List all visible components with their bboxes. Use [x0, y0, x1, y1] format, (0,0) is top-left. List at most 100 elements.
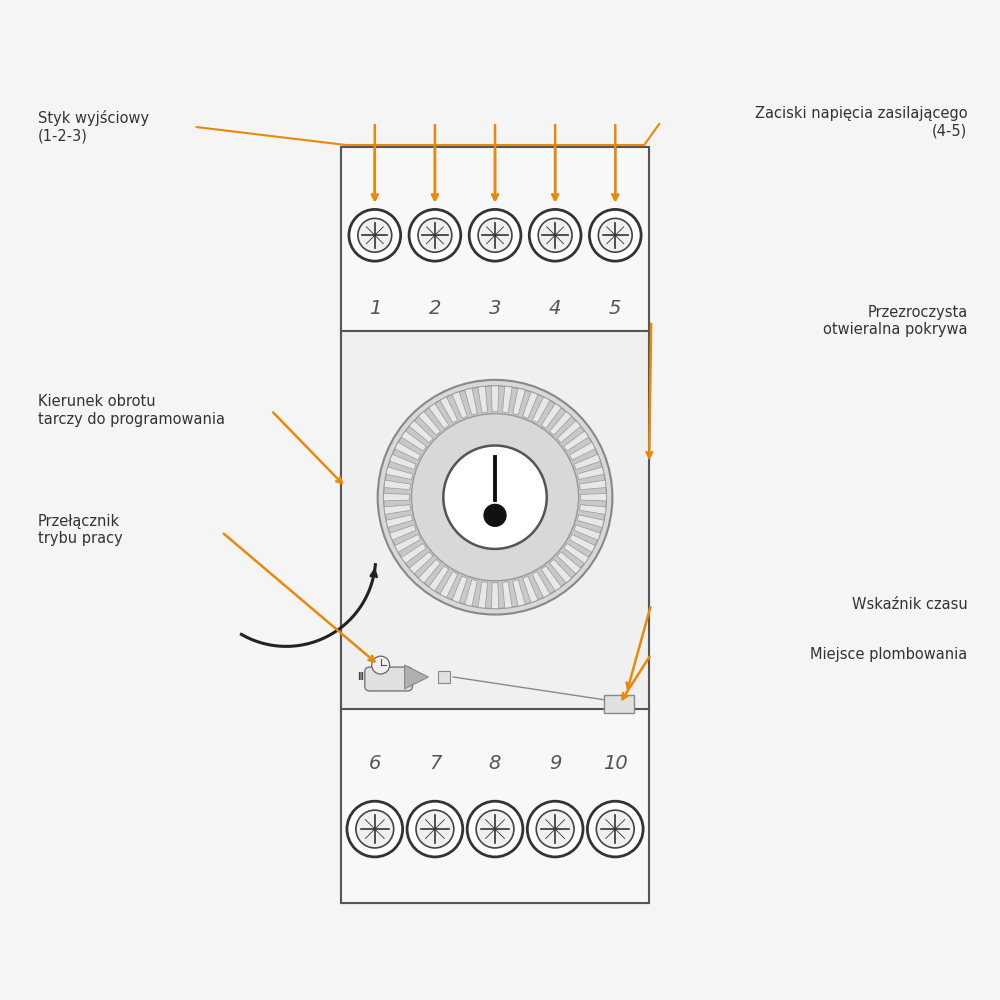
- Text: Styk wyjściowy
(1-2-3): Styk wyjściowy (1-2-3): [38, 110, 149, 144]
- Text: 2: 2: [429, 299, 441, 318]
- Text: Kierunek obrotu
tarczy do programowania: Kierunek obrotu tarczy do programowania: [38, 394, 225, 427]
- Circle shape: [407, 801, 463, 857]
- Text: Przezroczysta
otwieralna pokrywa: Przezroczysta otwieralna pokrywa: [823, 305, 967, 337]
- Polygon shape: [429, 566, 449, 591]
- Polygon shape: [569, 442, 595, 460]
- Text: II: II: [357, 672, 364, 682]
- Circle shape: [356, 810, 394, 848]
- Polygon shape: [574, 525, 600, 540]
- Polygon shape: [429, 404, 449, 428]
- Polygon shape: [478, 582, 488, 608]
- Circle shape: [527, 801, 583, 857]
- Text: 7: 7: [429, 754, 441, 773]
- Bar: [604, 695, 634, 713]
- Polygon shape: [541, 566, 561, 591]
- Polygon shape: [523, 392, 538, 418]
- Text: 3: 3: [489, 299, 501, 318]
- Circle shape: [349, 209, 401, 261]
- Text: 4: 4: [549, 299, 561, 318]
- Polygon shape: [503, 386, 512, 413]
- Polygon shape: [532, 572, 550, 598]
- Polygon shape: [384, 494, 410, 501]
- Polygon shape: [395, 534, 421, 552]
- Circle shape: [384, 386, 606, 609]
- Polygon shape: [503, 582, 512, 608]
- Polygon shape: [452, 576, 467, 603]
- Bar: [341, 709, 649, 903]
- Polygon shape: [577, 515, 604, 527]
- Circle shape: [411, 414, 579, 581]
- Polygon shape: [384, 505, 411, 514]
- Polygon shape: [569, 534, 595, 552]
- Polygon shape: [513, 580, 525, 606]
- Polygon shape: [465, 388, 477, 415]
- Circle shape: [415, 418, 575, 577]
- Circle shape: [416, 810, 454, 848]
- Polygon shape: [550, 559, 572, 583]
- Circle shape: [467, 801, 523, 857]
- Polygon shape: [550, 411, 572, 435]
- Polygon shape: [390, 454, 416, 470]
- Polygon shape: [532, 397, 550, 423]
- Polygon shape: [557, 421, 581, 443]
- Circle shape: [443, 446, 547, 549]
- Polygon shape: [390, 525, 416, 540]
- Polygon shape: [478, 386, 488, 413]
- Polygon shape: [452, 392, 467, 418]
- Polygon shape: [557, 552, 581, 574]
- Bar: [341, 147, 649, 331]
- Polygon shape: [574, 454, 600, 470]
- Circle shape: [529, 209, 581, 261]
- Polygon shape: [580, 480, 606, 490]
- Circle shape: [589, 209, 641, 261]
- Text: Miejsce plombowania: Miejsce plombowania: [810, 647, 967, 662]
- Polygon shape: [523, 576, 538, 603]
- Polygon shape: [581, 494, 606, 501]
- Polygon shape: [564, 431, 589, 451]
- Circle shape: [598, 218, 632, 252]
- Circle shape: [538, 218, 572, 252]
- FancyBboxPatch shape: [365, 667, 412, 691]
- Polygon shape: [395, 442, 421, 460]
- Circle shape: [536, 810, 574, 848]
- Bar: [341, 331, 649, 709]
- Polygon shape: [401, 543, 426, 563]
- Polygon shape: [513, 388, 525, 415]
- Circle shape: [484, 504, 506, 526]
- Polygon shape: [405, 665, 428, 689]
- Circle shape: [478, 218, 512, 252]
- Circle shape: [418, 218, 452, 252]
- Polygon shape: [541, 404, 561, 428]
- Text: Zaciski napięcia zasilającego
(4-5): Zaciski napięcia zasilającego (4-5): [755, 106, 967, 138]
- Circle shape: [347, 801, 403, 857]
- Polygon shape: [491, 386, 499, 412]
- Circle shape: [596, 810, 634, 848]
- Polygon shape: [386, 515, 413, 527]
- Circle shape: [378, 380, 612, 615]
- Polygon shape: [440, 572, 458, 598]
- Polygon shape: [409, 552, 433, 574]
- Text: Przełącznik
trybu pracy: Przełącznik trybu pracy: [38, 514, 122, 546]
- Text: Wskaźnik czasu: Wskaźnik czasu: [852, 597, 967, 612]
- Text: 9: 9: [549, 754, 561, 773]
- Polygon shape: [409, 421, 433, 443]
- Circle shape: [476, 810, 514, 848]
- Polygon shape: [418, 411, 440, 435]
- Text: 10: 10: [603, 754, 628, 773]
- Polygon shape: [491, 583, 499, 609]
- Polygon shape: [465, 580, 477, 606]
- Polygon shape: [401, 431, 426, 451]
- Bar: [438, 671, 450, 683]
- Polygon shape: [384, 480, 411, 490]
- Bar: [341, 147, 649, 903]
- Polygon shape: [580, 505, 606, 514]
- Text: 1: 1: [369, 299, 381, 318]
- Circle shape: [409, 209, 461, 261]
- Polygon shape: [564, 543, 589, 563]
- Circle shape: [587, 801, 643, 857]
- Circle shape: [372, 656, 390, 674]
- Polygon shape: [386, 467, 413, 480]
- Text: 5: 5: [609, 299, 621, 318]
- Circle shape: [469, 209, 521, 261]
- Text: 8: 8: [489, 754, 501, 773]
